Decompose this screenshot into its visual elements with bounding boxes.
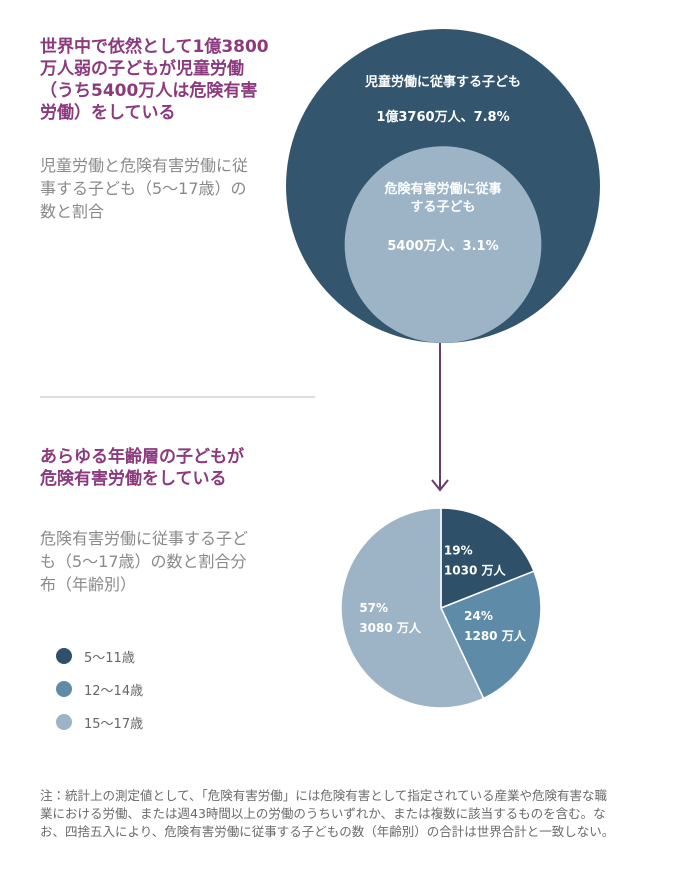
legend-swatch (56, 681, 72, 697)
slice-count: 1280 万人 (464, 629, 527, 643)
arrow-head (431, 479, 449, 492)
slice-label: 24% (464, 609, 493, 623)
note: 注：統計上の測定値として、「危険有害労働」には危険有害として指定されている産業や… (40, 788, 615, 839)
circle (344, 146, 542, 343)
circle-value: 1億3760万人、7.8% (376, 110, 510, 125)
pie-slice (340, 507, 485, 709)
slice-label: 57% (359, 601, 388, 615)
slice-count: 1030 万人 (444, 564, 507, 578)
circle-value: 5400万人、3.1% (387, 238, 499, 254)
legend-label: 12～14歳 (84, 684, 144, 699)
legend-label: 15～17歳 (84, 717, 144, 732)
pie-slice (439, 570, 542, 700)
legend-swatch (56, 648, 72, 664)
heading: 世界中で依然として1億3800万人弱の子どもが児童労働（うち5400万人は危険有… (40, 37, 269, 123)
heading: あらゆる年齢層の子どもが危険有害労働をしている (40, 447, 244, 489)
circle-label: 児童労働に従事する子ども (364, 75, 521, 90)
slice-label: 19% (444, 544, 473, 558)
subheading: 危険有害労働に従事する子ども（5～17歳）の数と割合分布（年齢別） (40, 529, 249, 594)
legend-swatch (56, 714, 72, 730)
subheading: 児童労働と危険有害労働に従事する子ども（5～17歳）の数と割合 (40, 156, 249, 221)
circle-label: 危険有害労働に従事する子ども (384, 181, 502, 215)
slice-count: 3080 万人 (359, 621, 422, 635)
pie-slice (440, 507, 535, 610)
legend-label: 5～11歳 (84, 651, 135, 666)
